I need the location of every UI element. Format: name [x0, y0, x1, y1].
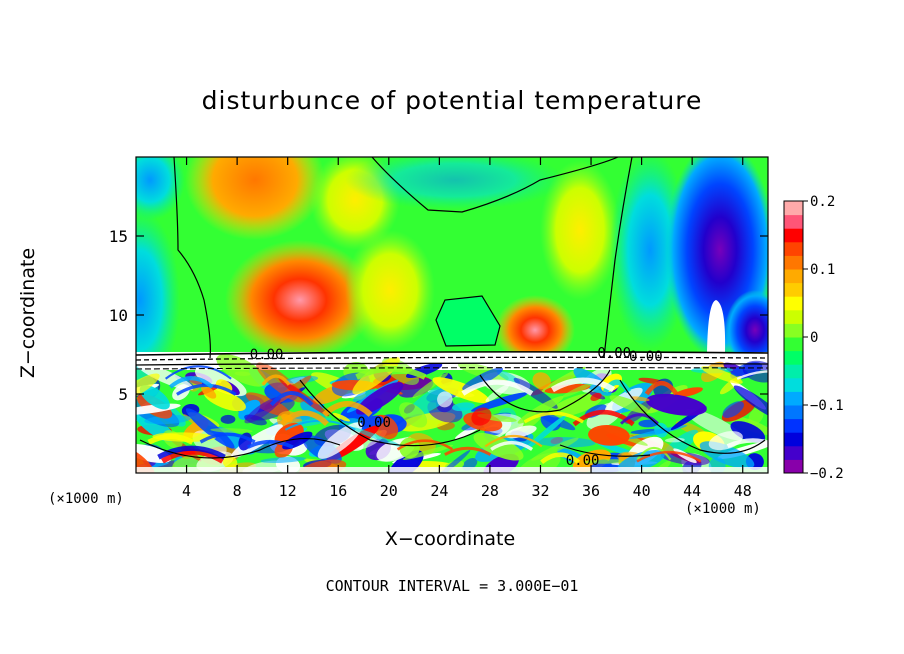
- contour-label: 0.00: [566, 453, 600, 469]
- x-ticks: 4 8 12 16 20 24 28 32 36 40 44 48: [182, 157, 752, 500]
- contour-label: 0.00: [357, 415, 391, 431]
- x-tick-label: 24: [430, 482, 448, 500]
- x-tick-label: 16: [329, 482, 347, 500]
- colorbar-tick-label: −0.2: [810, 466, 844, 482]
- colorbar-cell: [784, 228, 803, 243]
- x-tick-label: 48: [734, 482, 752, 500]
- colorbar-tick-label: −0.1: [810, 398, 844, 414]
- x-tick-label: 8: [233, 482, 242, 500]
- colorbar-cell: [784, 445, 803, 460]
- colorbar-cell: [784, 377, 803, 392]
- contour-interval-note: CONTOUR INTERVAL = 3.000E−01: [325, 577, 579, 595]
- x-tick-label: 44: [683, 482, 701, 500]
- contour-labels: 0.00 0.000.000.000.00: [250, 346, 663, 469]
- contour-label: 0.00: [597, 346, 631, 362]
- colorbar-cell: [784, 432, 803, 447]
- colorbar-cell: [784, 405, 803, 420]
- colorbar-cell: [784, 282, 803, 297]
- turbulent-region: [136, 354, 768, 473]
- colorbar-cell: [784, 309, 803, 324]
- y-tick-label: 5: [118, 385, 128, 404]
- colorbar-tick-label: 0.2: [810, 194, 835, 210]
- y-tick-label: 15: [109, 227, 128, 246]
- y-ticks: 5 10 15: [109, 227, 768, 404]
- x-unit-right: (×1000 m): [685, 501, 761, 517]
- x-unit-left: (×1000 m): [48, 491, 124, 507]
- colorbar-cell: [784, 364, 803, 379]
- colorbar-cell: [784, 418, 803, 433]
- contour-label: 0.00: [250, 347, 284, 363]
- colorbar-tick-label: 0: [810, 330, 818, 346]
- field-layer: [136, 157, 768, 473]
- chart-title: disturbunce of potential temperature: [201, 86, 703, 115]
- colorbar-cell: [784, 255, 803, 270]
- colorbar-cell: [784, 214, 803, 229]
- x-tick-label: 4: [182, 482, 191, 500]
- colorbar-cell: [784, 323, 803, 338]
- x-tick-label: 12: [279, 482, 297, 500]
- x-tick-label: 20: [380, 482, 398, 500]
- x-axis-label: X−coordinate: [384, 528, 516, 550]
- y-tick-label: 10: [109, 306, 128, 325]
- colorbar-cell: [784, 459, 803, 474]
- colorbar-cell: [784, 296, 803, 311]
- x-tick-label: 32: [531, 482, 549, 500]
- colorbar-tick-label: 0.1: [810, 262, 835, 278]
- x-tick-label: 28: [481, 482, 499, 500]
- colorbar-cell: [784, 337, 803, 352]
- x-tick-label: 36: [582, 482, 600, 500]
- x-tick-label: 40: [633, 482, 651, 500]
- colorbar-cell: [784, 241, 803, 256]
- colorbar-cell: [784, 269, 803, 284]
- colorbar-cell: [784, 391, 803, 406]
- contour-label: 0.00: [629, 349, 663, 365]
- colorbar-cell: [784, 350, 803, 365]
- colorbar: 0.2 0.1 0 −0.1 −0.2: [783, 194, 844, 482]
- contour-lines: [136, 157, 768, 459]
- colorbar-cell: [784, 201, 803, 216]
